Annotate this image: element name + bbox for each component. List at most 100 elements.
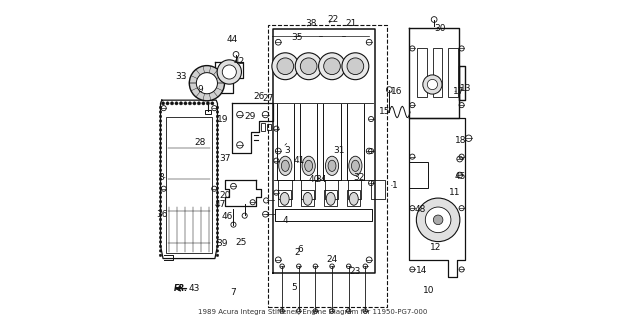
Circle shape — [159, 160, 162, 163]
Circle shape — [202, 102, 205, 105]
Circle shape — [159, 147, 162, 149]
Text: 1989 Acura Integra Stiffener, Engine Diagram for 11950-PG7-000: 1989 Acura Integra Stiffener, Engine Dia… — [198, 309, 428, 315]
Circle shape — [423, 75, 442, 94]
Circle shape — [216, 164, 219, 167]
Circle shape — [166, 102, 169, 105]
Bar — [301, 189, 314, 206]
Bar — [433, 48, 442, 97]
Bar — [268, 25, 387, 307]
Text: 4: 4 — [282, 216, 288, 225]
Text: 24: 24 — [327, 255, 338, 264]
Circle shape — [159, 111, 162, 113]
Circle shape — [216, 151, 219, 154]
Ellipse shape — [349, 156, 362, 175]
Circle shape — [159, 129, 162, 131]
Circle shape — [159, 133, 162, 136]
Circle shape — [428, 79, 438, 90]
Circle shape — [159, 115, 162, 118]
Text: 2: 2 — [294, 248, 300, 257]
Circle shape — [216, 169, 219, 172]
Circle shape — [216, 129, 219, 131]
Circle shape — [159, 164, 162, 167]
Bar — [261, 123, 266, 131]
Circle shape — [295, 53, 322, 80]
Circle shape — [159, 250, 162, 252]
Text: 18: 18 — [454, 136, 466, 145]
Circle shape — [216, 232, 219, 234]
Circle shape — [216, 191, 219, 194]
Text: 45: 45 — [455, 172, 466, 181]
Circle shape — [159, 178, 162, 180]
Text: 37: 37 — [220, 154, 231, 163]
Text: FR.: FR. — [174, 284, 188, 293]
Text: 15: 15 — [379, 108, 391, 116]
Circle shape — [184, 102, 187, 105]
Bar — [166, 117, 212, 253]
Circle shape — [216, 250, 219, 252]
Ellipse shape — [326, 156, 339, 175]
Circle shape — [216, 227, 219, 230]
Text: 23: 23 — [349, 268, 361, 276]
Text: 28: 28 — [194, 138, 206, 147]
Circle shape — [159, 209, 162, 212]
Circle shape — [159, 124, 162, 127]
Circle shape — [216, 200, 219, 203]
Text: 21: 21 — [345, 19, 357, 28]
Circle shape — [216, 196, 219, 198]
Text: 27: 27 — [262, 94, 273, 103]
Text: 48: 48 — [414, 205, 426, 214]
Ellipse shape — [326, 192, 335, 205]
Text: 20: 20 — [220, 191, 231, 200]
Bar — [409, 162, 428, 188]
Text: 39: 39 — [216, 239, 228, 248]
Circle shape — [211, 102, 214, 105]
Circle shape — [216, 173, 219, 176]
Text: 3: 3 — [284, 146, 291, 155]
Circle shape — [216, 142, 219, 145]
Circle shape — [198, 102, 201, 105]
Circle shape — [159, 223, 162, 225]
Circle shape — [216, 187, 219, 189]
Text: 30: 30 — [434, 24, 446, 33]
Text: 41: 41 — [294, 156, 306, 165]
Text: 6: 6 — [298, 245, 304, 254]
Circle shape — [216, 218, 219, 221]
Ellipse shape — [349, 192, 358, 205]
Ellipse shape — [328, 160, 336, 172]
Circle shape — [416, 198, 460, 242]
Circle shape — [216, 223, 219, 225]
Circle shape — [179, 102, 182, 105]
Circle shape — [159, 156, 162, 158]
Circle shape — [193, 102, 196, 105]
Circle shape — [272, 53, 299, 80]
Text: 40: 40 — [308, 175, 319, 184]
Circle shape — [216, 147, 219, 149]
Circle shape — [216, 111, 219, 113]
Circle shape — [216, 205, 219, 207]
Text: 31: 31 — [334, 146, 345, 155]
Circle shape — [216, 245, 219, 248]
Circle shape — [159, 214, 162, 216]
Text: 25: 25 — [236, 238, 247, 247]
Text: 33: 33 — [176, 72, 187, 81]
Circle shape — [171, 102, 174, 105]
Circle shape — [216, 133, 219, 136]
Circle shape — [216, 241, 219, 243]
Text: 43: 43 — [189, 284, 201, 293]
Text: 42: 42 — [233, 57, 244, 66]
Text: 29: 29 — [245, 112, 256, 121]
Circle shape — [159, 191, 162, 194]
Ellipse shape — [280, 192, 289, 205]
Text: 32: 32 — [353, 173, 364, 182]
Text: 35: 35 — [291, 33, 303, 42]
Text: 7: 7 — [230, 288, 236, 297]
Text: 19: 19 — [216, 115, 228, 124]
Circle shape — [217, 60, 241, 84]
Circle shape — [159, 245, 162, 248]
Ellipse shape — [302, 156, 315, 175]
Circle shape — [159, 120, 162, 122]
Circle shape — [189, 66, 224, 101]
Circle shape — [301, 58, 317, 75]
Text: 22: 22 — [328, 15, 339, 24]
Circle shape — [216, 120, 219, 122]
